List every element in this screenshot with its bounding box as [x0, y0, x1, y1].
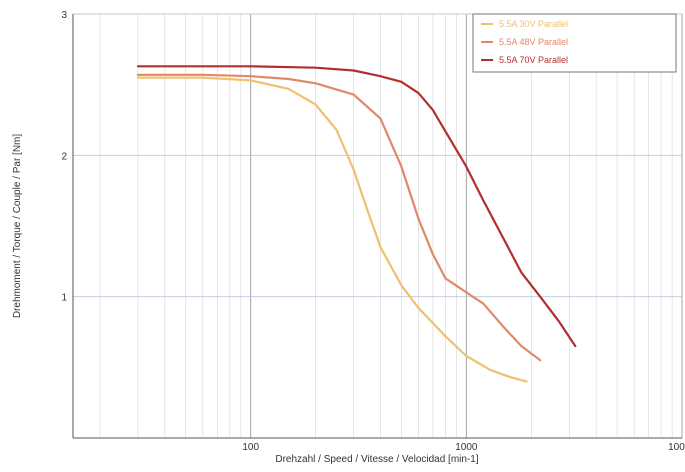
x-tick-label: 10000 [668, 442, 685, 453]
minor-gridlines [99, 14, 673, 438]
series-lines [136, 65, 577, 383]
plot-background [73, 14, 682, 438]
legend: 5.5A 30V Parallel 5.5A 48V Parallel 5.5A 7… [472, 13, 677, 73]
x-tick-label: 100 [242, 442, 259, 453]
x-tick-label: 1000 [455, 442, 478, 453]
series-line-1 [136, 76, 528, 383]
legend-box [472, 13, 677, 73]
y-axis-label: Drehmoment / Torque / Couple / Par [Nm] [12, 134, 23, 319]
series-line-2 [136, 73, 542, 362]
y-tick-label: 2 [61, 151, 67, 162]
y-tick-label: 1 [61, 293, 67, 304]
tick-labels: 100 1000 10000 1 2 3 [61, 10, 685, 453]
y-tick-label: 3 [61, 10, 67, 21]
legend-label: 5.5A 70V Parallel [499, 55, 568, 65]
series-line-3 [136, 65, 577, 348]
legend-label: 5.5A 30V Parallel [499, 19, 568, 29]
axes [72, 14, 682, 439]
legend-label: 5.5A 48V Parallel [499, 37, 568, 47]
x-axis-label: Drehzahl / Speed / Vitesse / Velocidad [… [275, 454, 478, 465]
